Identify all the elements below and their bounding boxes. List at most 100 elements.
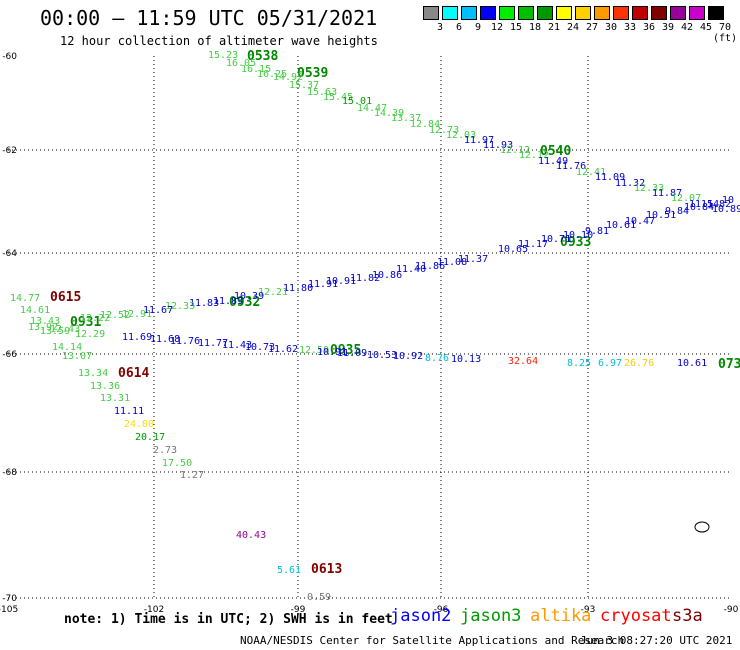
- scale-swatch: [518, 6, 534, 20]
- swh-value: 11.83: [189, 298, 219, 309]
- scale-label: 45: [699, 22, 713, 33]
- swh-value: 40.43: [236, 530, 266, 541]
- swh-value: 12.43: [50, 324, 80, 335]
- scale-label: 39: [661, 22, 675, 33]
- swh-value: 32.64: [508, 356, 538, 367]
- pass-time-label: 0932: [229, 295, 260, 310]
- swh-value: 15.63: [307, 87, 337, 98]
- scale-swatch: [499, 6, 515, 20]
- swh-value: 11.86: [415, 261, 445, 272]
- swh-value: 15.23: [208, 50, 238, 61]
- swh-value: 24.00: [124, 419, 154, 430]
- swh-value: 12.22: [80, 313, 110, 324]
- swh-value: 10.39: [234, 291, 264, 302]
- timestamp-text: Jun 3 08:27:20 UTC 2021: [580, 634, 733, 647]
- swh-value: 14.39: [374, 108, 404, 119]
- swh-value: 11.93: [483, 140, 513, 151]
- map-title: 00:00 – 11:59 UTC 05/31/2021: [40, 6, 378, 30]
- swh-value: 16.15: [241, 64, 271, 75]
- swh-value: 12.12: [500, 145, 530, 156]
- swh-value: 13.07: [62, 351, 92, 362]
- swh-value: 11.08: [437, 257, 467, 268]
- swh-value: 11.69: [122, 332, 152, 343]
- scale-label: 30: [604, 22, 618, 33]
- scale-swatch: [556, 6, 572, 20]
- scale-swatch: [461, 6, 477, 20]
- swh-value: 11.37: [458, 254, 488, 265]
- swh-value: 15.01: [342, 96, 372, 107]
- scale-label: 27: [585, 22, 599, 33]
- latitude-label: -66: [2, 350, 17, 360]
- longitude-label: -105: [0, 605, 18, 615]
- longitude-label: -102: [144, 605, 164, 615]
- swh-value: 10.61: [606, 220, 636, 231]
- swh-value: 16.05: [226, 58, 256, 69]
- scale-label: 24: [566, 22, 580, 33]
- swh-value: 5.61: [277, 565, 301, 576]
- swh-value: 11.83: [213, 296, 243, 307]
- swh-value: 11.67: [143, 305, 173, 316]
- swh-value: 10.92: [393, 351, 423, 362]
- satellite-jason2: jason2: [390, 606, 452, 626]
- pass-time-label: 073: [718, 357, 740, 372]
- swh-value: 12.07: [671, 193, 701, 204]
- pass-time-label: 0538: [247, 49, 278, 64]
- longitude-label: -96: [434, 605, 449, 615]
- swh-value: 11.76: [556, 161, 586, 172]
- swh-value: 12.29: [75, 329, 105, 340]
- swh-value: 11.80: [283, 283, 313, 294]
- swh-value: 11.40: [396, 264, 426, 275]
- pass-time-label: 0614: [118, 366, 149, 381]
- swh-value: 11.49: [538, 156, 568, 167]
- swh-value: 11.97: [464, 135, 494, 146]
- swh-value: 10.53: [367, 350, 397, 361]
- scale-label: 18: [528, 22, 542, 33]
- scale-label: 12: [490, 22, 504, 33]
- swh-value: 13.43: [30, 316, 60, 327]
- scale-label: 6: [455, 22, 463, 33]
- scale-swatch: [708, 6, 724, 20]
- swh-value: 10.86: [372, 270, 402, 281]
- swh-value: 13.34: [78, 368, 108, 379]
- latitude-label: -62: [2, 146, 17, 156]
- swh-value: 10.61: [677, 358, 707, 369]
- swh-value: 10.71: [541, 234, 571, 245]
- swh-value: 11.09: [337, 348, 367, 359]
- pass-time-label: 0539: [297, 66, 328, 81]
- swh-value: 14.61: [20, 305, 50, 316]
- scale-swatch: [651, 6, 667, 20]
- swh-value: 10.84: [684, 202, 714, 213]
- swh-value: 17.50: [162, 458, 192, 469]
- swh-value: 11.87: [652, 188, 682, 199]
- swh-value: 11.62: [268, 344, 298, 355]
- swh-value: 10.10: [563, 230, 593, 241]
- swh-value: 12.33: [634, 183, 664, 194]
- swh-value: 2.73: [153, 445, 177, 456]
- longitude-label: -99: [291, 605, 306, 615]
- swh-value: 13.37: [391, 113, 421, 124]
- scale-swatch: [594, 6, 610, 20]
- swh-value: 0.59: [307, 592, 331, 603]
- swh-value: 10.51: [646, 210, 676, 221]
- scale-swatch: [575, 6, 591, 20]
- swh-value: 14.14: [52, 342, 82, 353]
- scale-swatch: [423, 6, 439, 20]
- swh-value: 10.47: [625, 216, 655, 227]
- latitude-label: -64: [2, 249, 17, 259]
- swh-value: 13.59: [40, 326, 70, 337]
- swh-value: 14.77: [10, 293, 40, 304]
- credit-text: NOAA/NESDIS Center for Satellite Applica…: [240, 634, 625, 647]
- swh-value: 20.17: [135, 432, 165, 443]
- note-text: note: 1) Time is in UTC; 2) SWH is in fe…: [64, 612, 393, 627]
- scale-swatch: [537, 6, 553, 20]
- swh-value: 11.77: [198, 338, 228, 349]
- swh-value: 11.17: [518, 239, 548, 250]
- swh-value: 13.92: [28, 322, 58, 333]
- swh-value: 11.32: [615, 178, 645, 189]
- scale-label: 3: [436, 22, 444, 33]
- pass-time-label: 0933: [560, 235, 591, 250]
- swh-value: 12.12: [519, 150, 549, 161]
- swh-value: 11.68: [150, 334, 180, 345]
- swh-value: 11.11: [114, 406, 144, 417]
